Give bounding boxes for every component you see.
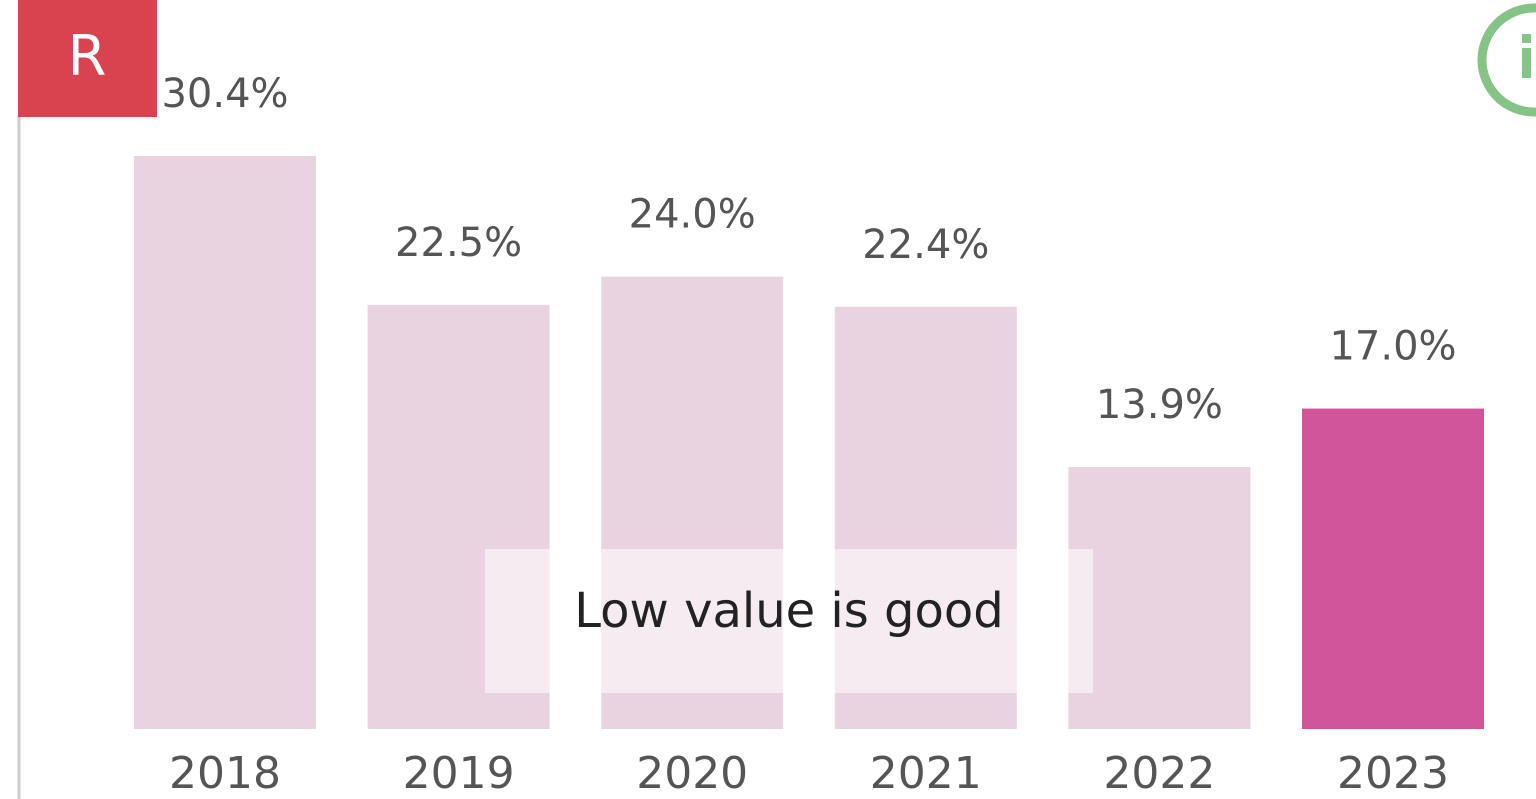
bar	[1302, 408, 1484, 729]
bar	[134, 156, 316, 729]
info-icon-stem	[1522, 48, 1531, 78]
value-label: 17.0%	[1329, 324, 1456, 370]
value-label: 13.9%	[1096, 382, 1223, 428]
info-icon-dot	[1522, 34, 1531, 43]
value-label: 30.4%	[161, 71, 288, 117]
bar	[1068, 467, 1251, 729]
value-label: 22.5%	[395, 220, 522, 266]
x-tick-label: 2023	[1337, 748, 1449, 799]
x-tick-label: 2021	[870, 748, 982, 799]
annotation-box	[485, 549, 1093, 693]
x-tick-label: 2019	[403, 748, 515, 799]
x-tick-label: 2022	[1103, 748, 1215, 799]
x-tick-label: 2018	[169, 748, 281, 799]
x-tick-label: 2020	[636, 748, 748, 799]
info-icon[interactable]	[1477, 3, 1536, 117]
annotation: Low value is good	[574, 583, 1003, 639]
badge-text: R	[68, 24, 107, 89]
value-label: 24.0%	[629, 192, 756, 238]
value-label: 22.4%	[862, 222, 989, 268]
badge	[18, 0, 157, 117]
